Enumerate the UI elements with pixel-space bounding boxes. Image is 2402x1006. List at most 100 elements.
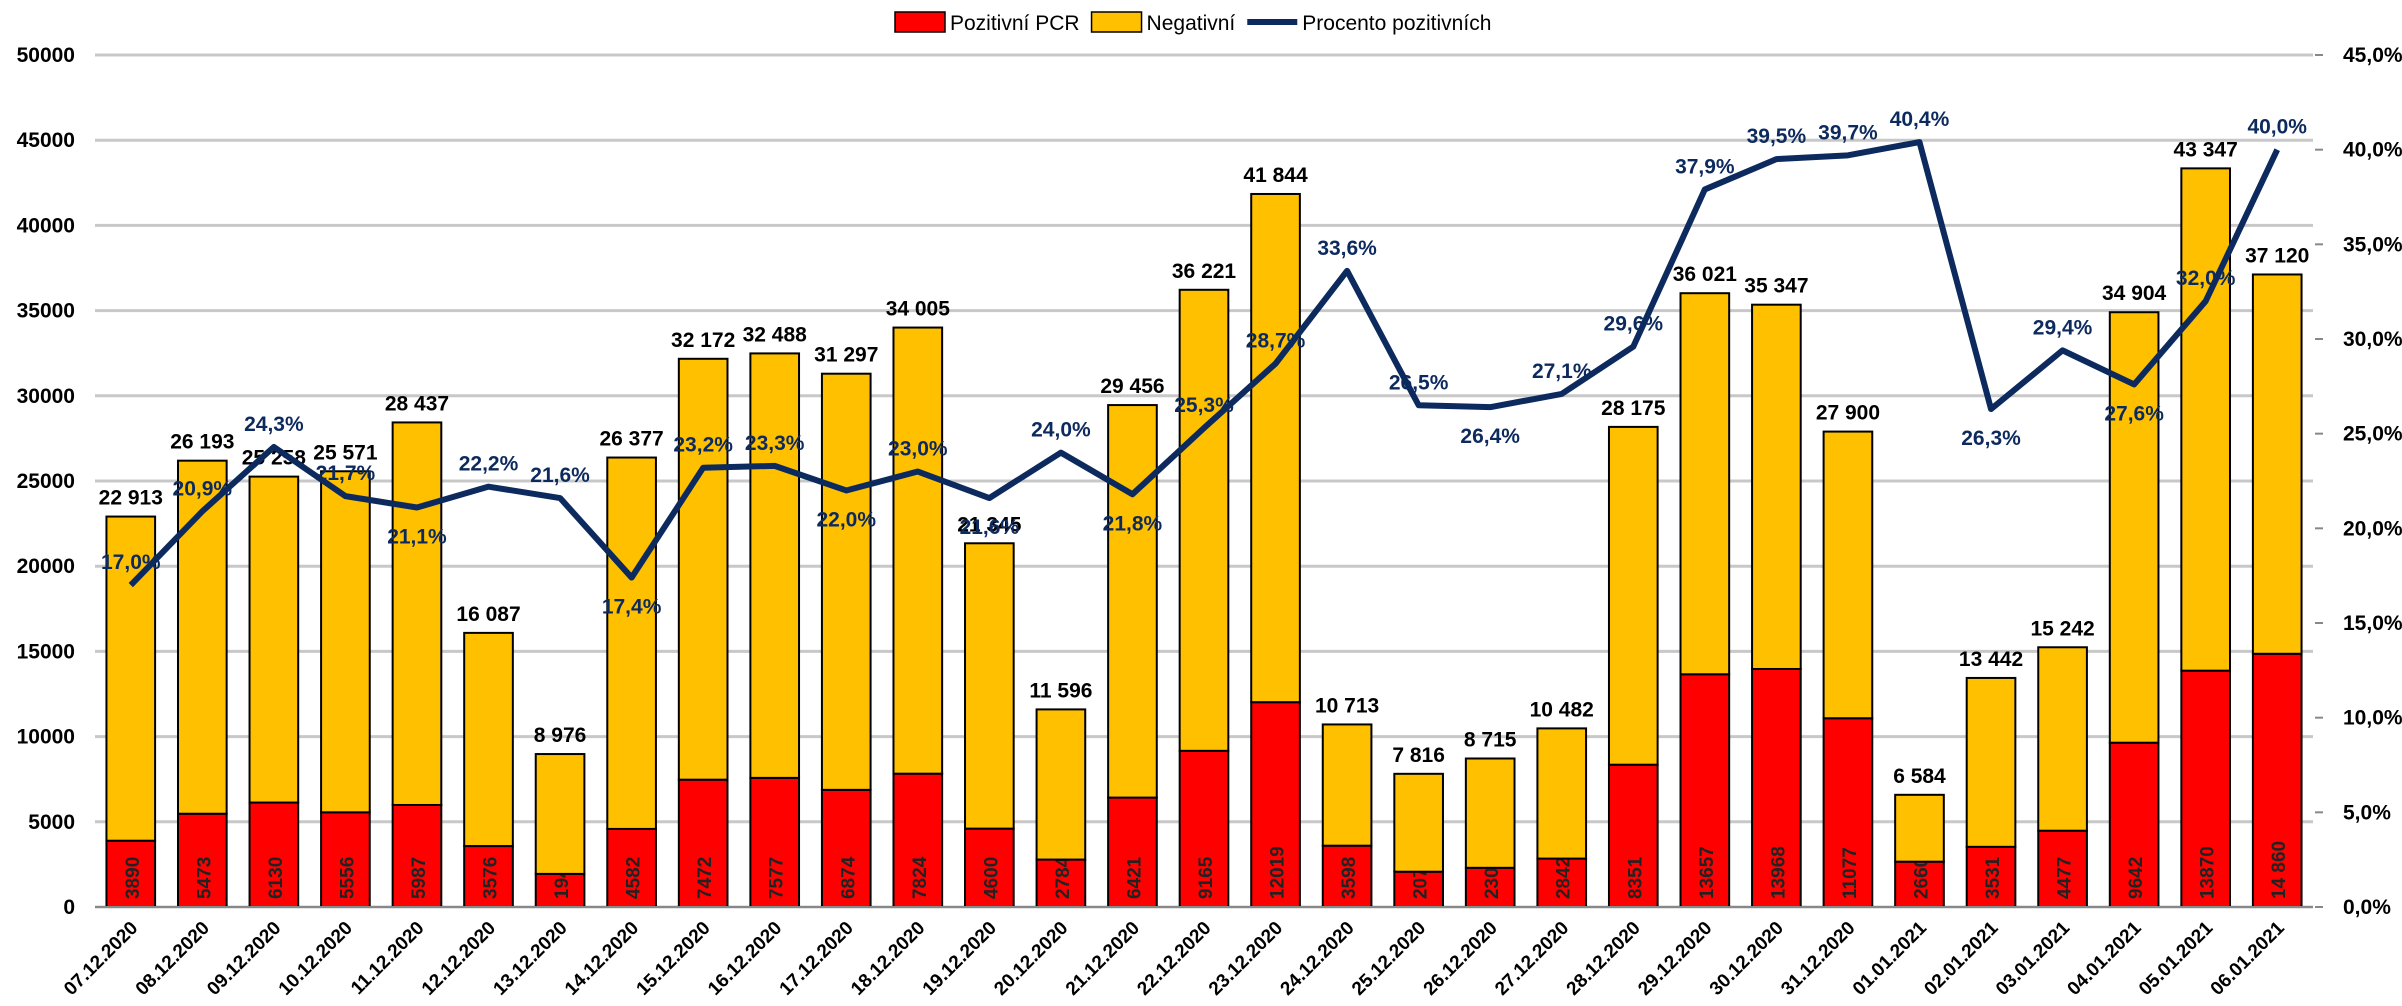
bar-segment [2251, 652, 2303, 908]
line-label: 28,7% [1246, 330, 1306, 353]
bar-segment [1321, 723, 1373, 847]
line-label: 20,9% [173, 477, 233, 500]
total-label: 26 193 [170, 431, 234, 454]
bar-segment [677, 357, 729, 781]
bar-segment [1393, 772, 1444, 873]
bar-segment [176, 459, 228, 815]
bar-segment [2037, 829, 2088, 908]
y2-tick-label: 15,0% [2343, 612, 2402, 635]
segment-label: 6421 [1124, 856, 1145, 899]
x-tick-label: 20.12.2020 [990, 918, 1072, 1000]
line-label: 21,1% [387, 526, 447, 549]
segment-label: 9642 [2126, 857, 2147, 899]
line-label: 21,6% [530, 464, 590, 487]
bar-segment [1894, 793, 1945, 863]
segment-label: 7577 [767, 857, 788, 899]
x-tick-label: 12.12.2020 [418, 918, 500, 1000]
x-tick-label: 30.12.2020 [1706, 918, 1788, 1000]
x-tick-label: 05.01.2021 [2135, 917, 2217, 999]
x-tick-label: 08.12.2020 [132, 918, 214, 1000]
x-tick-label: 19.12.2020 [919, 918, 1001, 1000]
line-label: 24,0% [1031, 419, 1091, 442]
bar-segment [2180, 669, 2232, 909]
segment-label: 2660 [1911, 857, 1932, 899]
total-label: 8 976 [534, 724, 587, 747]
x-tick-label: 23.12.2020 [1205, 918, 1287, 1000]
x-tick-label: 25.12.2020 [1348, 918, 1430, 1000]
bar-segment [391, 803, 443, 908]
x-tick-label: 11.12.2020 [347, 918, 428, 999]
total-label: 27 900 [1816, 402, 1880, 425]
y-tick-label: 50000 [17, 44, 75, 67]
segment-label: 9165 [1196, 856, 1217, 899]
bar-segment [463, 845, 514, 908]
total-label: 25 571 [313, 441, 378, 464]
total-label: 28 437 [385, 392, 449, 415]
bar-segment [248, 475, 300, 804]
y-tick-label: 10000 [17, 726, 75, 749]
segment-label: 5987 [409, 857, 430, 899]
line-label: 40,4% [1890, 108, 1950, 131]
bar-segment [820, 372, 872, 791]
x-tick-label: 07.12.2020 [60, 918, 142, 1000]
total-label: 41 844 [1243, 164, 1308, 187]
bar-segment [2037, 646, 2088, 832]
x-tick-label: 10.12.2020 [275, 918, 357, 1000]
total-label: 8 715 [1464, 728, 1517, 751]
y-tick-label: 45000 [17, 129, 75, 152]
y2-tick-label: 25,0% [2343, 423, 2402, 446]
y2-tick-label: 10,0% [2343, 707, 2402, 730]
y2-tick-label: 40,0% [2343, 139, 2402, 162]
total-label: 43 347 [2174, 138, 2238, 161]
x-tick-label: 13.12.2020 [490, 918, 572, 1000]
segment-label: 7824 [910, 856, 931, 899]
segment-label: 5556 [337, 857, 358, 899]
bar-segment [1822, 430, 1874, 720]
total-label: 21 345 [957, 513, 1022, 536]
y2-tick-label: 30,0% [2343, 328, 2402, 351]
y2-tick-label: 20,0% [2343, 517, 2402, 540]
y-tick-label: 40000 [17, 214, 75, 237]
bar-segment [1464, 757, 1516, 869]
legend-swatch [894, 11, 946, 33]
line-label: 26,3% [1961, 427, 2021, 450]
segment-label: 13968 [1768, 846, 1789, 899]
bar-segment [1393, 870, 1444, 908]
segment-label: 13657 [1697, 846, 1718, 899]
total-label: 31 297 [814, 344, 878, 367]
bar-segment [1751, 303, 1802, 670]
segment-label: 4582 [624, 857, 645, 899]
x-tick-label: 21.12.2020 [1062, 918, 1144, 1000]
bar-segment [1035, 708, 1087, 861]
line-label: 33,6% [1317, 237, 1377, 260]
y-tick-label: 35000 [17, 300, 75, 323]
legend-label: Negativní [1147, 12, 1236, 35]
x-tick-label: 03.01.2021 [1992, 917, 2074, 999]
line-label: 40,0% [2247, 116, 2307, 139]
x-tick-label: 09.12.2020 [203, 918, 285, 1000]
bar-segment [320, 470, 371, 814]
line-label: 37,9% [1675, 155, 1735, 178]
line-label: 17,4% [602, 596, 662, 619]
segment-label: 3890 [123, 857, 144, 899]
segment-label: 7472 [695, 857, 716, 899]
y2-tick-label: 45,0% [2343, 44, 2402, 67]
line-label: 27,6% [2104, 402, 2164, 425]
total-label: 29 456 [1100, 375, 1164, 398]
bar-segment [1536, 727, 1588, 860]
x-tick-label: 06.01.2021 [2207, 917, 2289, 999]
bar-segment [892, 326, 944, 775]
total-label: 36 021 [1673, 263, 1738, 286]
bar-segment [749, 776, 801, 909]
segment-label: 4477 [2055, 857, 2076, 899]
x-tick-label: 29.12.2020 [1634, 918, 1716, 1000]
total-label: 34 904 [2102, 282, 2167, 305]
bar-segment [820, 788, 872, 909]
segment-label: 3598 [1339, 857, 1360, 899]
segment-label: 2784 [1053, 856, 1074, 899]
line-label: 23,3% [745, 432, 805, 455]
line-label: 26,4% [1460, 425, 1520, 448]
bar-segment [248, 801, 300, 908]
bar-segment [749, 352, 801, 779]
